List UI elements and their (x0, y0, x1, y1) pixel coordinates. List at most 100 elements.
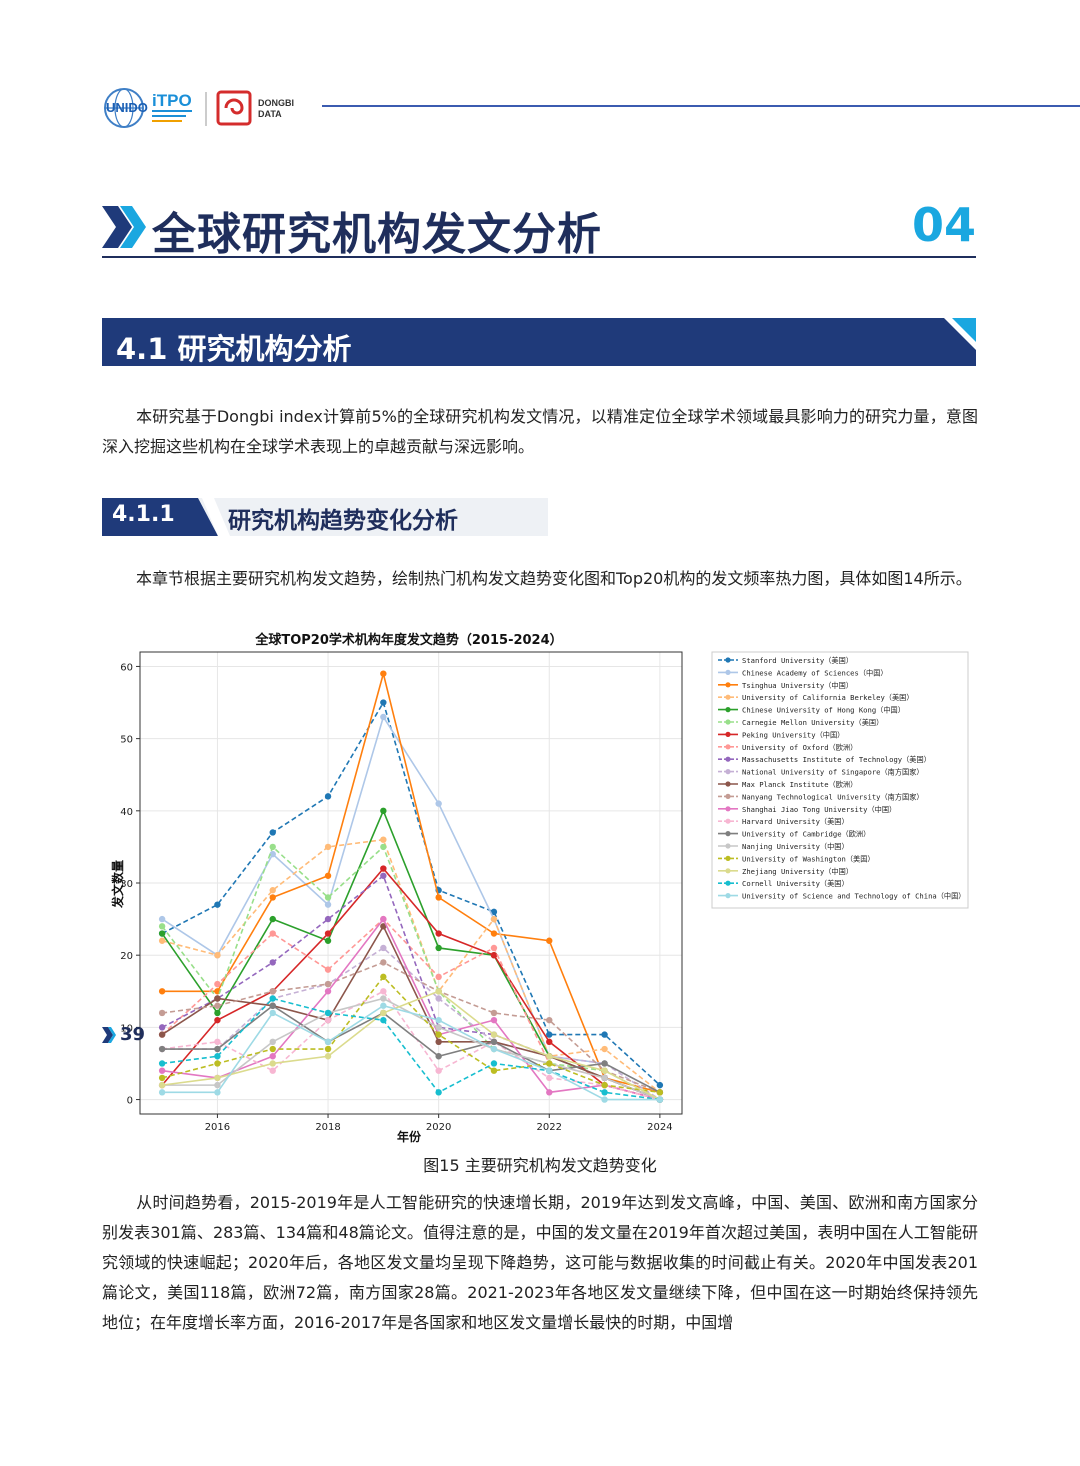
data-point (380, 959, 387, 966)
data-point (269, 995, 276, 1002)
data-point (269, 1053, 276, 1060)
y-tick-label: 50 (120, 735, 133, 746)
legend-marker (725, 682, 731, 688)
legend-label: Peking University（中国） (742, 730, 844, 739)
data-point (158, 1060, 166, 1067)
data-point (324, 894, 332, 901)
legend-label: University of Washington（美国） (742, 854, 875, 863)
x-axis-label: 年份 (397, 1129, 422, 1144)
data-point (546, 1060, 553, 1067)
data-point (158, 1081, 166, 1089)
data-point (546, 937, 553, 944)
legend-label: Shanghai Jiao Tong University（中国） (742, 805, 896, 814)
data-point (269, 843, 276, 851)
data-point (601, 1045, 608, 1053)
data-point (158, 1024, 166, 1031)
series-line (161, 700, 661, 1086)
x-tick-label: 2018 (315, 1122, 340, 1133)
section-banner (102, 318, 976, 366)
subsection-title: 研究机构趋势变化分析 (228, 508, 458, 534)
data-point (269, 1009, 276, 1017)
legend-label: Massachusetts Institute of Technology（美国… (742, 755, 931, 764)
plot-frame (139, 651, 683, 1115)
data-point (601, 1060, 608, 1067)
analysis-paragraph: 从时间趋势看，2015-2019年是人工智能研究的快速增长期，2019年达到发文… (102, 1193, 978, 1332)
data-point (214, 1009, 221, 1017)
legend-label: Carnegie Mellon University（美国） (742, 718, 883, 727)
data-point (380, 699, 387, 706)
data-point (158, 1031, 166, 1038)
legend-marker (725, 719, 731, 725)
data-point (656, 1089, 664, 1096)
data-point (435, 1031, 442, 1038)
data-point (546, 1038, 553, 1046)
intro-paragraph: 本研究基于Dongbi index计算前5%的全球研究机构发文情况，以精准定位全… (102, 407, 978, 456)
legend-label: University of California Berkeley（美国） (742, 693, 914, 702)
legend-label: Zhejiang University（中国） (742, 867, 853, 876)
data-point (269, 1060, 276, 1067)
data-point (214, 1002, 221, 1009)
data-point (214, 1045, 221, 1053)
x-tick-label: 2022 (537, 1122, 562, 1133)
legend-marker (725, 880, 731, 886)
page-number: 39 (120, 1024, 146, 1045)
chevron-right-icon (102, 1026, 116, 1043)
data-point (214, 1016, 221, 1024)
data-point (158, 1009, 166, 1017)
data-point (324, 1016, 332, 1024)
data-point (601, 1096, 608, 1103)
legend-label: Harvard University（美国） (742, 817, 849, 826)
legend-marker (725, 669, 731, 675)
data-point (324, 793, 332, 800)
itpo-logo: iTPO (152, 91, 192, 122)
data-point (490, 1045, 498, 1053)
data-point (490, 915, 498, 923)
data-point (435, 995, 442, 1002)
legend-marker (725, 855, 731, 861)
series-line (162, 990, 661, 1101)
legend-label: Chinese University of Hong Kong（中国） (742, 706, 905, 715)
data-point (601, 1074, 608, 1082)
subsection-bar (102, 498, 548, 536)
series-line (161, 917, 661, 1101)
series-line (162, 1004, 661, 1094)
data-point (324, 1053, 332, 1060)
legend-label: Nanjing University（中国） (742, 842, 849, 851)
data-point (324, 1038, 332, 1046)
x-tick-label: 2020 (426, 1122, 451, 1133)
data-point (435, 1089, 442, 1096)
data-point (269, 1002, 276, 1009)
data-point (269, 988, 276, 995)
data-point (380, 915, 387, 923)
data-point (158, 937, 166, 944)
data-point (380, 944, 387, 952)
data-point (214, 1053, 221, 1060)
legend-marker (725, 707, 731, 713)
data-point (214, 901, 221, 908)
data-point (269, 1045, 276, 1053)
legend-label: Cornell University（美国） (742, 879, 849, 888)
data-point (269, 959, 276, 966)
legend-marker (725, 893, 731, 899)
data-point (490, 1067, 498, 1074)
chart-legend: Stanford University（美国） Chinese Academy o… (711, 651, 969, 909)
data-point (546, 1053, 553, 1060)
data-point (158, 1089, 166, 1096)
data-point (324, 872, 332, 879)
data-point (435, 988, 442, 995)
legend-label: Stanford University（美国） (742, 656, 853, 665)
data-point (214, 1081, 221, 1089)
data-point (435, 1016, 442, 1024)
y-axis-label: 发文数量 (110, 860, 125, 909)
data-point (380, 670, 387, 677)
data-point (214, 1060, 221, 1067)
data-point (490, 930, 498, 937)
data-point (601, 1067, 608, 1074)
data-point (380, 1002, 387, 1009)
data-point (214, 995, 221, 1002)
legend-label: Nanyang Technological University（南方国家） (742, 792, 924, 801)
data-point (435, 973, 442, 981)
legend-label: Max Planck Institute（欧洲） (742, 780, 857, 789)
svg-text:DATA: DATA (258, 109, 282, 119)
data-point (324, 980, 332, 988)
